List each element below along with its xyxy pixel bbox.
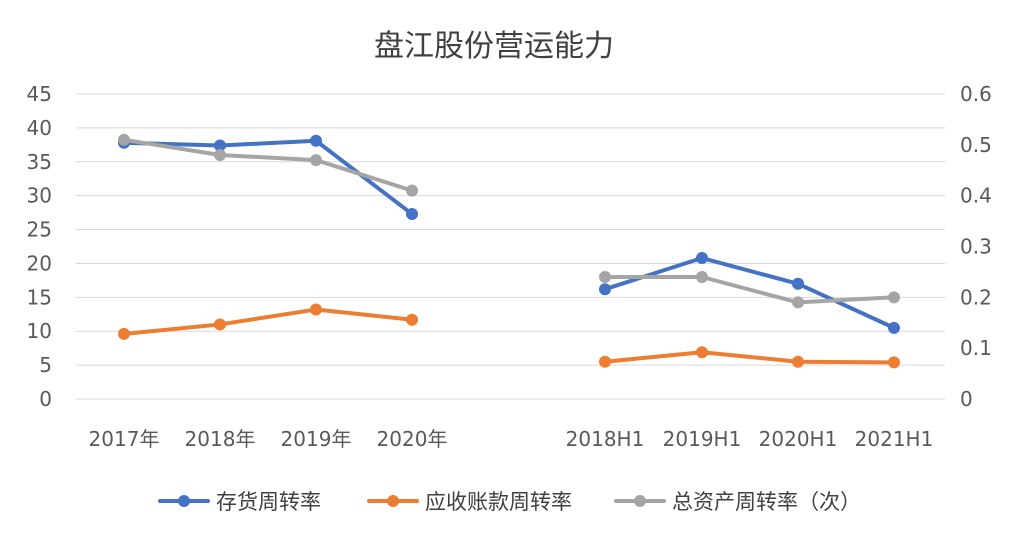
left-tick-label: 40 xyxy=(27,116,52,140)
left-tick-label: 15 xyxy=(27,285,52,309)
x-tick-label: 2018H1 xyxy=(566,427,645,451)
grid xyxy=(76,93,945,400)
right-tick-label: 0.1 xyxy=(960,336,992,360)
left-tick-label: 45 xyxy=(27,82,52,106)
left-axis-ticks: 0 5 10 15 20 25 30 35 40 45 xyxy=(27,82,52,411)
x-tick-label: 2018年 xyxy=(185,427,256,451)
data-point xyxy=(406,207,418,220)
data-point xyxy=(696,252,708,265)
data-point xyxy=(792,277,804,290)
data-point xyxy=(792,355,804,368)
data-point xyxy=(888,291,900,304)
legend-item: 存货周转率 xyxy=(158,490,321,514)
data-point xyxy=(214,149,226,161)
left-tick-label: 25 xyxy=(27,218,52,242)
data-point xyxy=(888,356,900,369)
x-tick-label: 2021H1 xyxy=(855,427,934,451)
legend-item: 应收账款周转率 xyxy=(367,490,572,514)
data-point xyxy=(310,303,322,316)
series-1 xyxy=(118,134,900,334)
series-line xyxy=(603,275,896,305)
right-tick-label: 0.5 xyxy=(960,133,992,157)
left-tick-label: 5 xyxy=(39,353,52,377)
series-line xyxy=(122,137,414,193)
series-layer xyxy=(118,133,900,369)
series-2 xyxy=(118,303,900,369)
left-tick-label: 30 xyxy=(27,184,52,208)
series-line xyxy=(603,350,896,365)
series-3 xyxy=(118,133,900,309)
data-point xyxy=(599,271,611,283)
right-tick-label: 0 xyxy=(960,387,973,411)
data-point xyxy=(406,184,418,197)
left-tick-label: 20 xyxy=(27,251,52,275)
legend-marker xyxy=(634,495,646,507)
right-tick-label: 0.4 xyxy=(960,184,992,208)
series-line xyxy=(603,256,896,330)
data-point xyxy=(888,321,900,334)
right-tick-label: 0.3 xyxy=(960,235,992,259)
data-point xyxy=(599,355,611,368)
data-point xyxy=(696,271,708,283)
data-point xyxy=(214,318,226,331)
left-tick-label: 0 xyxy=(39,387,52,411)
legend-label: 总资产周转率（次） xyxy=(672,490,861,514)
data-point xyxy=(792,296,804,309)
left-tick-label: 10 xyxy=(27,319,52,343)
x-axis-ticks: 2017年 2018年 2019年 2020年 2018H1 2019H1 2020H1 20… xyxy=(89,427,934,451)
x-tick-label: 2019年 xyxy=(281,427,352,451)
legend-label: 存货周转率 xyxy=(216,490,321,514)
x-tick-label: 2019H1 xyxy=(663,427,742,451)
legend: 存货周转率 应收账款周转率 总资产周转率（次） xyxy=(158,490,861,514)
left-tick-label: 35 xyxy=(27,150,52,174)
x-tick-label: 2017年 xyxy=(89,427,160,451)
right-tick-label: 0.6 xyxy=(960,82,992,106)
x-tick-label: 2020H1 xyxy=(759,427,838,451)
data-point xyxy=(310,134,322,147)
legend-marker xyxy=(387,495,399,507)
x-tick-label: 2020年 xyxy=(377,427,448,451)
data-point xyxy=(118,133,130,146)
legend-marker xyxy=(178,495,190,507)
data-point xyxy=(696,346,708,359)
data-point xyxy=(599,283,611,296)
data-point xyxy=(214,139,226,152)
data-point xyxy=(406,313,418,326)
legend-label: 应收账款周转率 xyxy=(425,490,572,514)
right-axis-ticks: 0 0.1 0.2 0.3 0.4 0.5 0.6 xyxy=(960,82,992,411)
right-tick-label: 0.2 xyxy=(960,285,992,309)
chart-title: 盘江股份营运能力 xyxy=(374,29,614,64)
data-point xyxy=(118,327,130,340)
data-point xyxy=(310,154,322,167)
series-line xyxy=(122,307,414,336)
legend-item: 总资产周转率（次） xyxy=(614,490,861,514)
